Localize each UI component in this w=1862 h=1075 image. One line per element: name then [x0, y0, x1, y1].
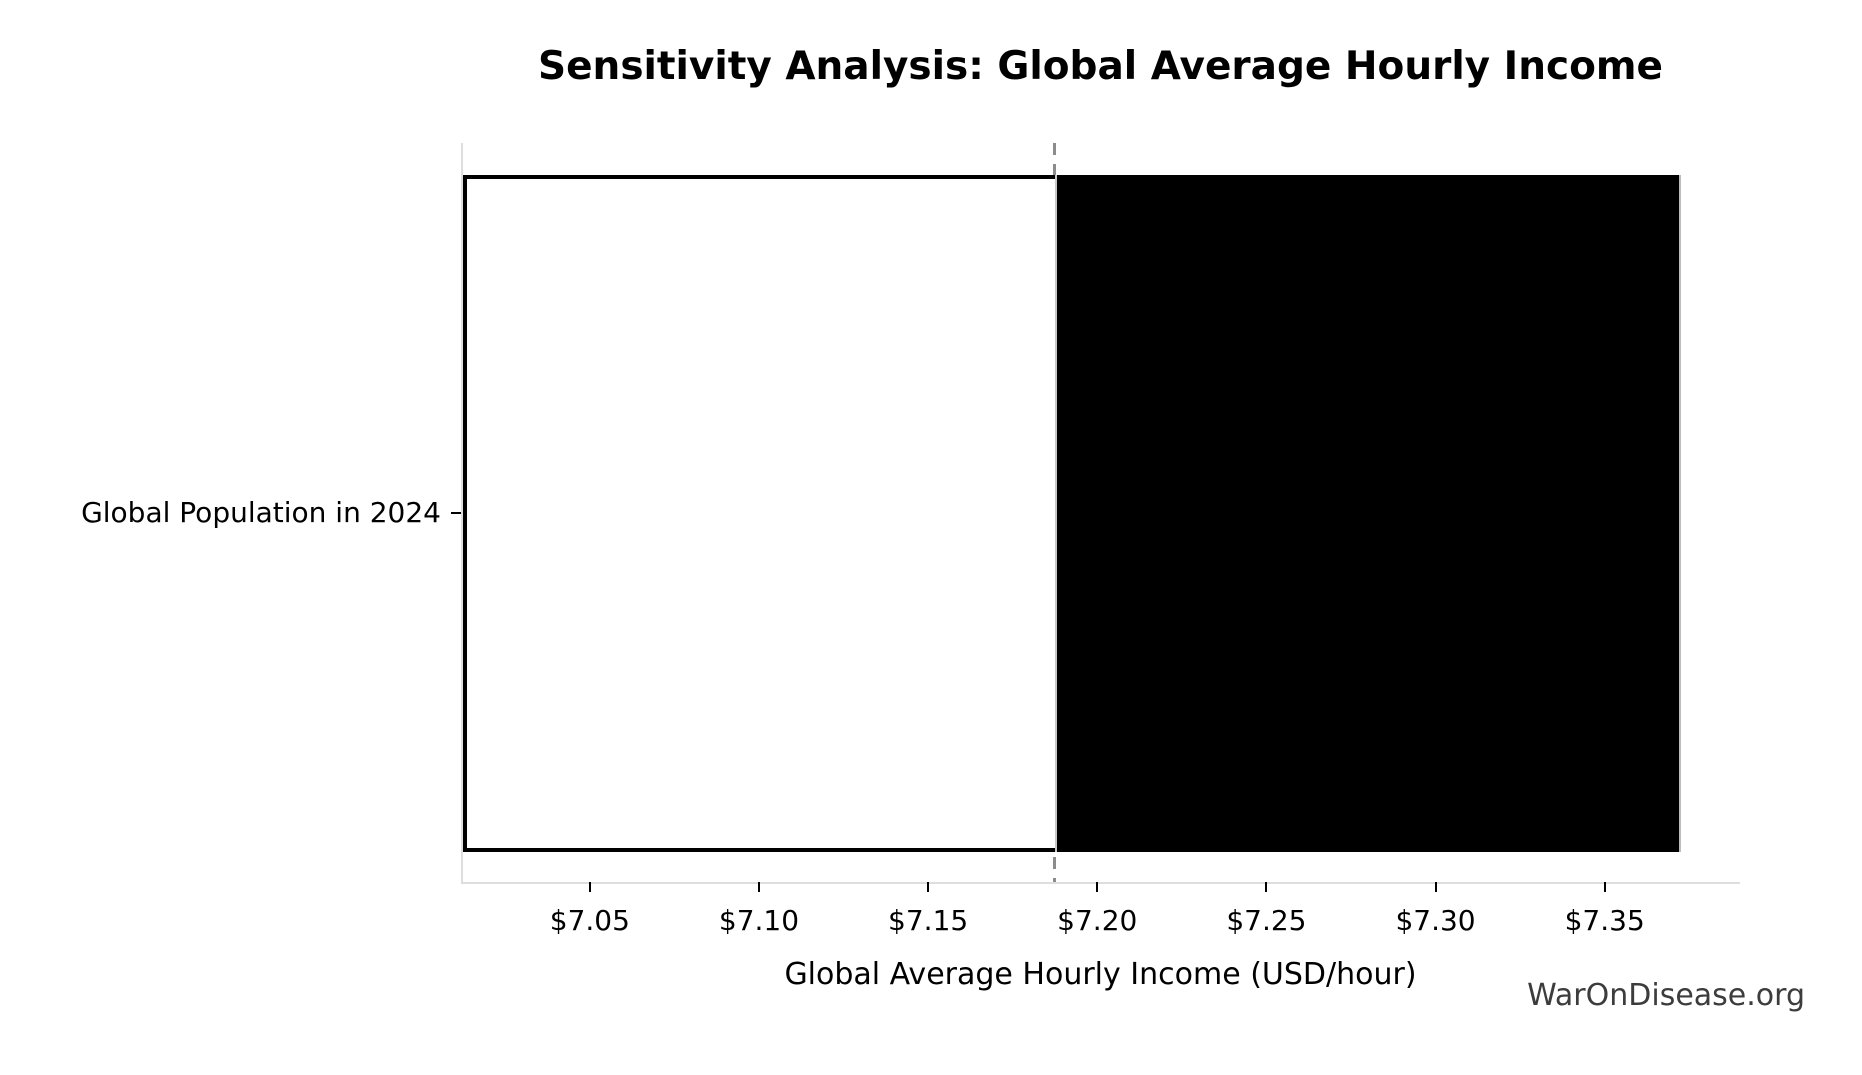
x-tick-label: $7.30	[1395, 904, 1476, 937]
x-tick-label: $7.25	[1226, 904, 1307, 937]
y-axis-category-label: Global Population in 2024	[81, 496, 441, 529]
watermark: WarOnDisease.org	[1527, 978, 1805, 1013]
x-tick-mark	[1265, 882, 1268, 892]
y-tick-mark	[451, 512, 461, 514]
x-tick-label: $7.05	[549, 904, 630, 937]
x-tick-mark	[1096, 882, 1099, 892]
x-axis-label: Global Average Hourly Income (USD/hour)	[784, 957, 1417, 992]
x-tick-mark	[1434, 882, 1437, 892]
x-tick-label: $7.35	[1564, 904, 1645, 937]
x-tick-label: $7.10	[718, 904, 800, 937]
plot-area	[461, 143, 1740, 884]
chart-title: Sensitivity Analysis: Global Average Hou…	[538, 44, 1663, 89]
x-tick-mark	[588, 882, 591, 892]
x-axis-ticks: $7.05 $7.10 $7.15 $7.20 $7.25 $7.30 $7.35	[463, 882, 1740, 957]
x-tick-mark	[1603, 882, 1606, 892]
x-tick-label: $7.20	[1057, 904, 1138, 937]
x-tick-label: $7.15	[888, 904, 969, 937]
x-tick-mark	[927, 882, 930, 892]
bar-segment-high	[1054, 175, 1681, 852]
x-tick-mark	[757, 882, 760, 892]
